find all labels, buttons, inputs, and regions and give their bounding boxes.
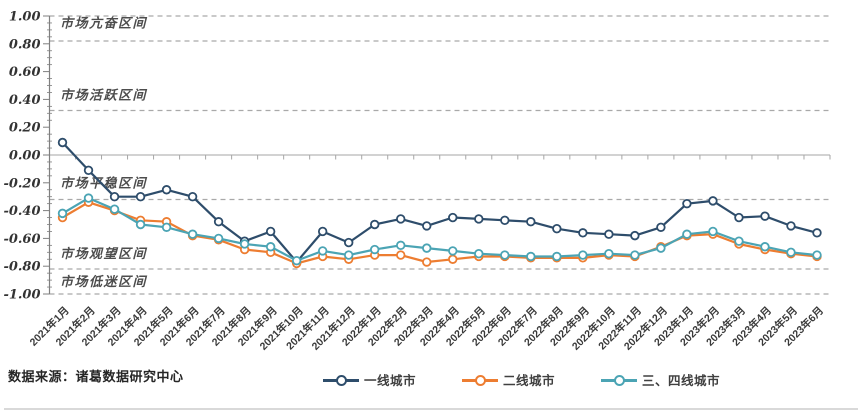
legend-item-三、四线城市: 三、四线城市 bbox=[601, 370, 720, 389]
series-line-三、四线城市 bbox=[61, 197, 818, 262]
data-point-marker bbox=[448, 254, 458, 264]
legend-item-一线城市: 一线城市 bbox=[323, 370, 416, 389]
y-axis-label: -0.60 bbox=[3, 232, 40, 247]
legend-label: 一线城市 bbox=[364, 374, 417, 388]
data-point-marker bbox=[526, 251, 536, 262]
data-point-marker bbox=[343, 250, 354, 260]
data-point-marker bbox=[448, 246, 458, 256]
data-point-marker bbox=[630, 230, 640, 241]
data-point-marker bbox=[187, 191, 198, 202]
data-point-marker bbox=[109, 191, 120, 202]
data-point-marker bbox=[161, 185, 172, 195]
legend-marker-icon bbox=[462, 374, 499, 386]
data-point-marker bbox=[291, 255, 302, 266]
data-point-marker bbox=[812, 250, 822, 260]
y-axis-label: 0.00 bbox=[9, 149, 41, 164]
zone-label: 市场亢奋区间 bbox=[60, 15, 148, 30]
y-axis-label: 0.20 bbox=[9, 121, 41, 136]
data-source-label: 数据来源：诸葛数据研究中心 bbox=[8, 369, 184, 384]
data-point-marker bbox=[448, 212, 458, 223]
data-point-marker bbox=[265, 226, 276, 237]
data-point-marker bbox=[682, 229, 692, 239]
data-point-marker bbox=[708, 226, 718, 237]
y-axis-label: -0.40 bbox=[3, 204, 40, 219]
data-point-marker bbox=[500, 250, 510, 260]
data-point-marker bbox=[474, 248, 484, 259]
data-point-marker bbox=[317, 226, 328, 237]
data-point-marker bbox=[630, 250, 640, 260]
y-axis-label: -0.80 bbox=[3, 260, 40, 275]
data-point-marker bbox=[370, 244, 380, 255]
data-point-marker bbox=[213, 217, 224, 227]
data-point-marker bbox=[552, 223, 562, 234]
data-point-marker bbox=[109, 204, 120, 214]
legend-item-二线城市: 二线城市 bbox=[462, 370, 555, 389]
data-point-marker bbox=[734, 212, 744, 223]
data-point-marker bbox=[812, 228, 822, 238]
data-point-marker bbox=[57, 137, 68, 148]
data-point-marker bbox=[396, 240, 406, 251]
data-point-marker bbox=[317, 246, 328, 256]
data-point-marker bbox=[422, 243, 432, 253]
data-point-marker bbox=[239, 239, 250, 249]
data-point-marker bbox=[760, 242, 770, 252]
data-point-marker bbox=[708, 196, 718, 206]
legend-marker-icon bbox=[601, 374, 638, 386]
data-point-marker bbox=[83, 193, 94, 203]
y-axis-label: -0.20 bbox=[3, 176, 40, 191]
y-axis-label: 0.80 bbox=[9, 37, 41, 52]
data-point-marker bbox=[786, 221, 796, 231]
data-point-marker bbox=[682, 198, 692, 209]
zone-label: 市场平稳区间 bbox=[60, 175, 148, 190]
data-point-marker bbox=[396, 214, 406, 224]
chart-legend: 一线城市 二线城市 三、四线城市 bbox=[323, 370, 720, 389]
y-axis-label: 0.40 bbox=[9, 93, 41, 108]
y-axis-label: -1.00 bbox=[3, 288, 40, 303]
data-point-marker bbox=[422, 221, 432, 231]
bottom-divider bbox=[4, 408, 858, 410]
series-line-一线城市 bbox=[61, 141, 818, 264]
legend-label: 三、四线城市 bbox=[642, 374, 721, 388]
data-point-marker bbox=[786, 247, 796, 257]
data-point-marker bbox=[396, 250, 406, 260]
data-point-marker bbox=[578, 250, 588, 260]
data-point-marker bbox=[526, 217, 536, 227]
data-point-marker bbox=[135, 219, 146, 230]
data-point-marker bbox=[422, 257, 432, 267]
data-point-marker bbox=[135, 191, 146, 202]
data-point-marker bbox=[213, 233, 224, 244]
data-point-marker bbox=[734, 236, 744, 246]
data-point-marker bbox=[604, 229, 614, 239]
zone-label: 市场活跃区间 bbox=[60, 88, 148, 103]
legend-marker-icon bbox=[323, 374, 359, 386]
data-point-marker bbox=[656, 222, 666, 232]
data-point-marker bbox=[83, 165, 94, 175]
data-point-marker bbox=[760, 211, 770, 221]
data-point-marker bbox=[265, 242, 276, 252]
data-point-marker bbox=[370, 219, 380, 230]
y-axis-label: 1.00 bbox=[9, 10, 41, 25]
y-axis-label: 0.60 bbox=[9, 65, 41, 80]
data-point-marker bbox=[187, 229, 198, 239]
zone-label: 市场观望区间 bbox=[60, 246, 148, 261]
data-point-marker bbox=[578, 228, 588, 238]
data-point-marker bbox=[500, 215, 510, 226]
data-point-marker bbox=[604, 248, 614, 259]
data-point-marker bbox=[552, 251, 562, 262]
data-point-marker bbox=[474, 214, 484, 224]
data-point-marker bbox=[343, 237, 354, 248]
data-point-marker bbox=[57, 208, 68, 219]
zone-label: 市场低迷区间 bbox=[60, 274, 148, 289]
data-point-marker bbox=[161, 222, 172, 232]
data-point-marker bbox=[656, 243, 666, 253]
legend-label: 二线城市 bbox=[503, 374, 556, 388]
